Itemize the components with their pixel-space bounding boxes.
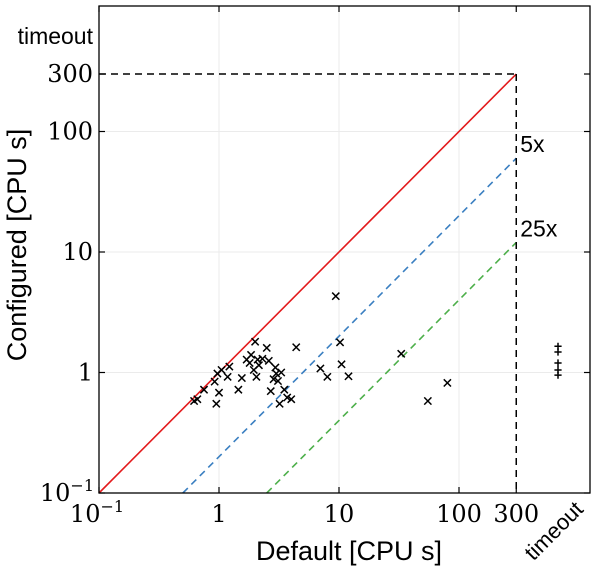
reference-line-label: 25x [520,215,558,241]
data-point [246,350,256,360]
data-point [245,358,254,368]
timeout-data-point [554,348,562,356]
reference-line [266,241,517,494]
reference-lines [98,73,517,494]
data-point [323,372,332,381]
x-axis-label: Default [CPU s] [256,536,442,566]
data-point [277,368,286,377]
reference-line-label: 5x [520,131,545,157]
reference-line [98,73,517,494]
data-point [217,365,226,375]
timeout-data-point [554,371,562,379]
data-point [252,372,261,381]
y-tick-label: 1 [78,359,93,387]
data-point [273,376,283,386]
data-point [292,343,301,352]
data-point [269,375,278,384]
y-tick-label: 10−1 [40,476,94,507]
x-tick-label: 100 [436,500,482,528]
timeout-data-point [554,359,562,367]
data-point [234,385,243,394]
data-point [287,395,296,404]
data-point [250,337,260,346]
y-tick-label: 100 [47,118,93,146]
x-tick-label: 300 [493,500,539,528]
data-point [331,292,340,301]
data-point [266,387,275,396]
data-point [423,396,432,406]
data-point [214,388,224,397]
reference-line [182,157,517,494]
data-point [316,364,325,373]
x-tick-label: 1 [211,500,226,528]
x-tick-label: 10−1 [70,497,124,528]
data-point [275,399,284,408]
data-point [443,378,452,388]
data-point [210,377,219,386]
reference-line-labels: 5x 25x [520,131,558,241]
timeout-lines [99,73,518,493]
data-point [337,360,346,369]
y-tick-label-timeout: timeout [18,23,94,49]
y-tick-label: 10 [62,238,93,266]
data-point [237,373,246,383]
x-tick-label: 10 [324,500,355,528]
plot-frame [98,5,591,494]
data-point [397,349,406,358]
data-point [212,399,221,408]
data-point [344,372,353,381]
data-point [199,385,209,394]
data-point [254,361,264,370]
grid-lines [99,6,590,493]
data-point [280,385,289,394]
y-axis-label: Configured [CPU s] [2,129,32,362]
data-point [258,354,267,363]
data-point [262,343,271,353]
data-points [189,292,562,408]
data-point [264,356,273,365]
data-point [223,372,232,381]
y-tick-label: 300 [47,60,93,88]
data-point [335,338,345,347]
data-point [193,395,202,404]
data-point [225,362,234,371]
